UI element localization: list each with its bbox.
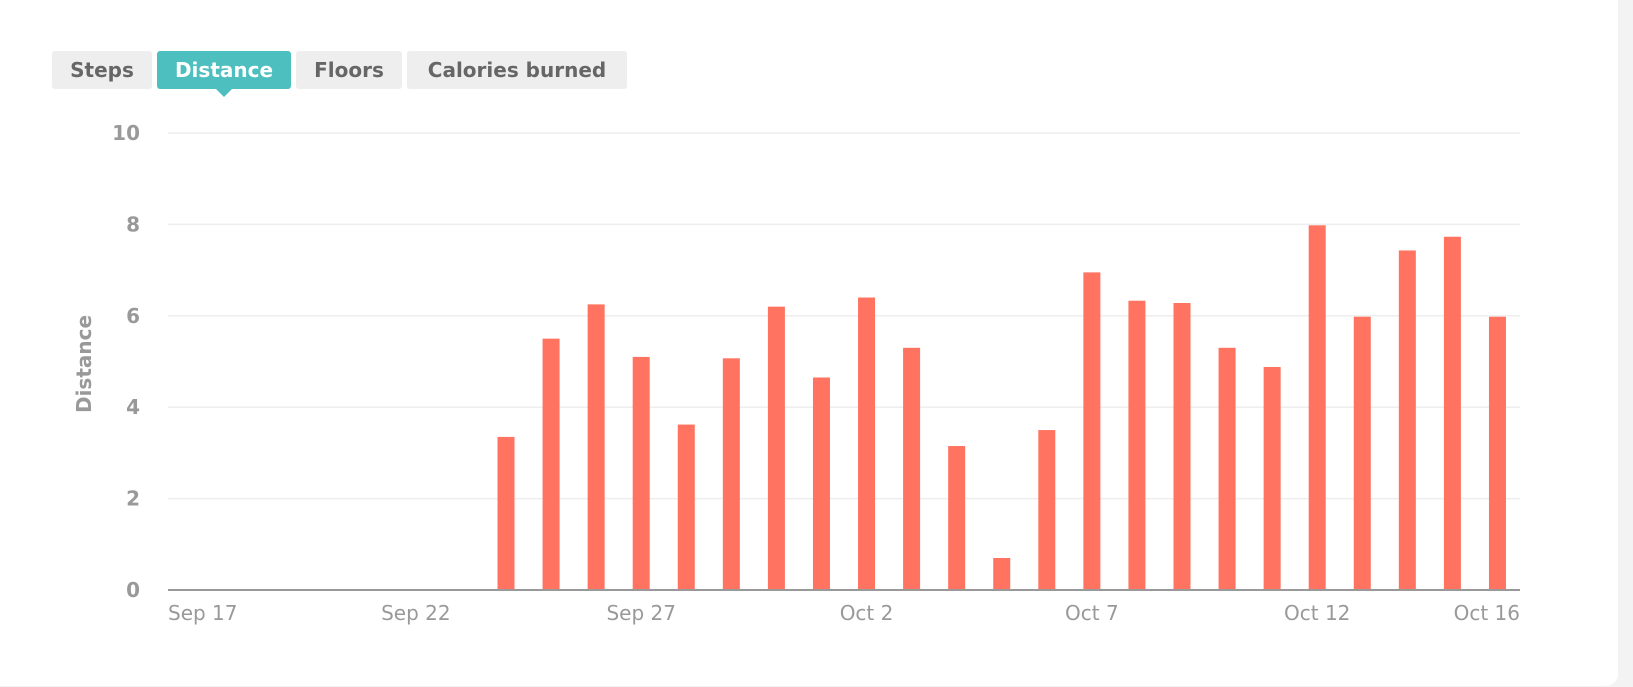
x-tick-label: Sep 17 [168,601,238,625]
x-tick-label: Oct 2 [840,601,894,625]
y-axis-label: Distance [72,315,96,413]
bar[interactable] [1218,347,1236,590]
bar[interactable] [497,436,515,590]
x-tick-label: Oct 7 [1065,601,1119,625]
bar[interactable] [632,356,650,590]
bar[interactable] [1263,366,1281,590]
grid-lines [168,132,1520,500]
x-tick-label: Sep 22 [381,601,451,625]
y-tick-label: 8 [126,212,140,236]
tab-floors[interactable]: Floors [296,51,402,89]
y-axis-ticks: 0 2 4 6 8 10 [112,121,140,602]
bar[interactable] [1308,225,1326,590]
bar[interactable] [903,347,921,590]
tab-steps[interactable]: Steps [52,51,152,89]
x-tick-label: Oct 16 [1454,601,1520,625]
bar[interactable] [1398,250,1416,590]
y-tick-label: 10 [112,121,140,145]
bar[interactable] [677,424,695,590]
y-tick-label: 2 [126,487,140,511]
bar[interactable] [1173,303,1191,590]
bar[interactable] [1128,300,1146,590]
x-tick-label: Sep 27 [606,601,676,625]
bar[interactable] [767,306,785,590]
bar[interactable] [1443,236,1461,590]
x-axis-ticks: Sep 17 Sep 22 Sep 27 Oct 2 Oct 7 Oct 12 Oct 16 [168,601,1520,625]
bar[interactable] [1353,316,1371,590]
y-tick-label: 0 [126,578,140,602]
x-tick-label: Oct 12 [1284,601,1350,625]
bars [497,225,1506,590]
bar[interactable] [993,558,1011,590]
bar[interactable] [858,297,876,590]
tab-calories-burned[interactable]: Calories burned [407,51,627,89]
bar[interactable] [1488,316,1506,590]
tab-distance[interactable]: Distance [157,51,291,97]
y-tick-label: 4 [126,395,140,419]
bar[interactable] [1083,272,1101,590]
bar[interactable] [587,304,605,590]
bar[interactable] [1038,430,1056,590]
bar[interactable] [948,446,966,590]
bar[interactable] [722,358,740,590]
y-tick-label: 6 [126,304,140,328]
bar[interactable] [542,338,560,590]
bar[interactable] [812,377,830,590]
